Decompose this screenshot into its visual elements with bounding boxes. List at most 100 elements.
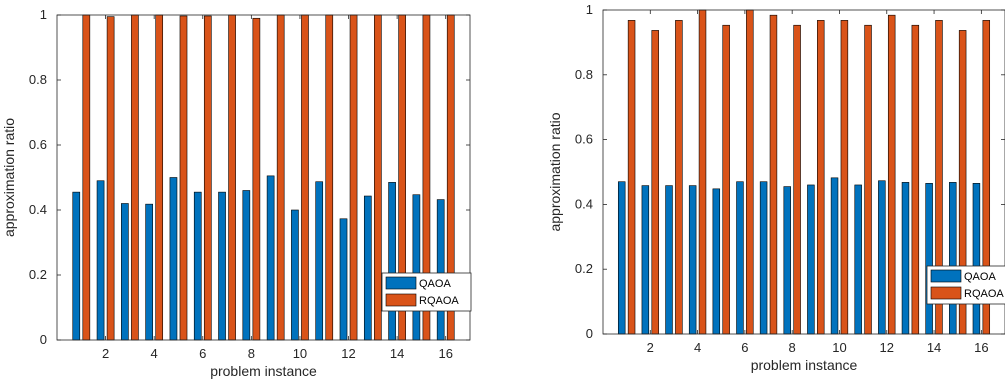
rqaoa-bar-10	[301, 14, 309, 341]
y-tick-label: 1	[40, 7, 47, 22]
rqaoa-bar-11	[325, 14, 334, 341]
x-axis-label: problem instance	[210, 363, 317, 379]
x-tick-label: 14	[927, 340, 941, 355]
x-axis-label: problem instance	[751, 357, 858, 373]
rqaoa-bar-13	[374, 14, 382, 341]
rqaoa-bar-4	[155, 14, 164, 341]
legend: QAOA RQAOA	[926, 265, 1005, 305]
x-tick-label: 10	[293, 346, 307, 361]
rqaoa-bar-7	[228, 14, 236, 341]
qaoa-bar-8	[783, 186, 791, 335]
x-tick-label: 12	[880, 340, 894, 355]
qaoa-bar-12	[339, 218, 348, 341]
rqaoa-bar-2	[651, 30, 659, 335]
rqaoa-legend-label: RQAOA	[419, 295, 459, 307]
qaoa-bar-3	[665, 185, 673, 335]
rqaoa-bar-8	[793, 24, 801, 335]
rqaoa-bar-4	[698, 9, 707, 335]
y-tick-label: 0.6	[575, 132, 593, 147]
qaoa-legend-swatch	[930, 269, 962, 283]
y-axis-label: approximation ratio	[547, 112, 563, 231]
rqaoa-bar-11	[864, 24, 872, 335]
x-tick-label: 8	[248, 346, 255, 361]
axes-box	[602, 9, 1005, 335]
x-tick-label: 4	[694, 340, 701, 355]
qaoa-bar-14	[925, 183, 933, 335]
rqaoa-bar-10	[840, 20, 849, 335]
qaoa-bar-16	[436, 199, 445, 341]
rqaoa-bar-1	[627, 20, 636, 335]
x-tick-label: 8	[789, 340, 796, 355]
y-tick-label: 0	[586, 326, 593, 341]
rqaoa-bar-1	[82, 14, 91, 341]
rqaoa-bar-9	[276, 14, 285, 341]
rqaoa-bar-12	[349, 14, 358, 341]
rqaoa-bar-5	[179, 15, 188, 341]
qaoa-bar-8	[242, 190, 251, 341]
x-tick-label: 4	[151, 346, 158, 361]
rqaoa-bar-6	[746, 9, 754, 335]
x-tick-label: 16	[974, 340, 988, 355]
rqaoa-bar-5	[722, 24, 730, 335]
qaoa-bar-1	[617, 181, 626, 335]
qaoa-bar-6	[193, 191, 202, 341]
qaoa-bar-9	[266, 175, 275, 341]
y-tick-label: 0.4	[29, 202, 47, 217]
x-tick-label: 6	[741, 340, 748, 355]
rqaoa-legend-swatch	[385, 293, 417, 307]
rqaoa-bar-12	[887, 14, 896, 335]
rqaoa-bar-6	[203, 15, 212, 341]
qaoa-bar-15	[949, 182, 957, 335]
x-tick-label: 14	[390, 346, 404, 361]
y-tick-label: 0	[40, 332, 47, 347]
qaoa-bar-9	[807, 184, 815, 335]
qaoa-legend-label: QAOA	[964, 271, 996, 283]
y-tick-label: 0.8	[29, 72, 47, 87]
rqaoa-legend-swatch	[930, 286, 962, 300]
rqaoa-legend-label: RQAOA	[964, 288, 1004, 300]
chart-panel-1: 2 4 6 8 10 12 14 16 0 0.2 0.4 0.6 0.8 1 problem instan…	[1, 7, 472, 379]
qaoa-bar-1	[72, 191, 81, 341]
qaoa-bar-15	[412, 194, 421, 341]
qaoa-bar-5	[169, 177, 178, 341]
qaoa-bar-7	[218, 191, 226, 341]
x-tick-label: 12	[341, 346, 355, 361]
qaoa-bar-14	[388, 182, 396, 341]
axes-box	[56, 14, 471, 341]
y-tick-label: 0.4	[575, 196, 593, 211]
y-tick-label: 1	[586, 2, 593, 17]
y-tick-label: 0.8	[575, 67, 593, 82]
rqaoa-bar-8	[252, 17, 261, 341]
qaoa-bar-10	[291, 209, 299, 341]
rqaoa-bar-3	[675, 20, 683, 335]
qaoa-bar-6	[736, 181, 744, 335]
x-tick-label: 16	[438, 346, 452, 361]
rqaoa-bar-3	[131, 14, 139, 341]
rqaoa-bar-9	[817, 20, 825, 335]
qaoa-bar-2	[96, 180, 105, 341]
qaoa-bar-5	[712, 188, 721, 335]
qaoa-bar-4	[688, 185, 697, 335]
x-tick-label: 10	[832, 340, 846, 355]
qaoa-bar-7	[759, 181, 768, 335]
qaoa-bar-13	[901, 182, 910, 335]
rqaoa-bar-2	[106, 16, 115, 341]
rqaoa-bar-13	[911, 24, 920, 335]
x-tick-label: 2	[102, 346, 109, 361]
qaoa-bar-16	[972, 183, 981, 335]
qaoa-bar-4	[145, 203, 153, 341]
qaoa-bar-10	[830, 177, 839, 335]
qaoa-bar-13	[363, 195, 372, 341]
qaoa-bar-11	[854, 184, 862, 335]
y-tick-label: 0.6	[29, 137, 47, 152]
rqaoa-bar-7	[769, 14, 778, 335]
legend: QAOA RQAOA	[381, 272, 472, 312]
qaoa-legend-label: QAOA	[419, 278, 451, 290]
x-tick-label: 2	[647, 340, 654, 355]
qaoa-bar-3	[121, 203, 129, 341]
x-tick-label: 6	[199, 346, 206, 361]
qaoa-bar-2	[641, 185, 650, 335]
y-tick-label: 0.2	[575, 261, 593, 276]
y-tick-label: 0.2	[29, 267, 47, 282]
